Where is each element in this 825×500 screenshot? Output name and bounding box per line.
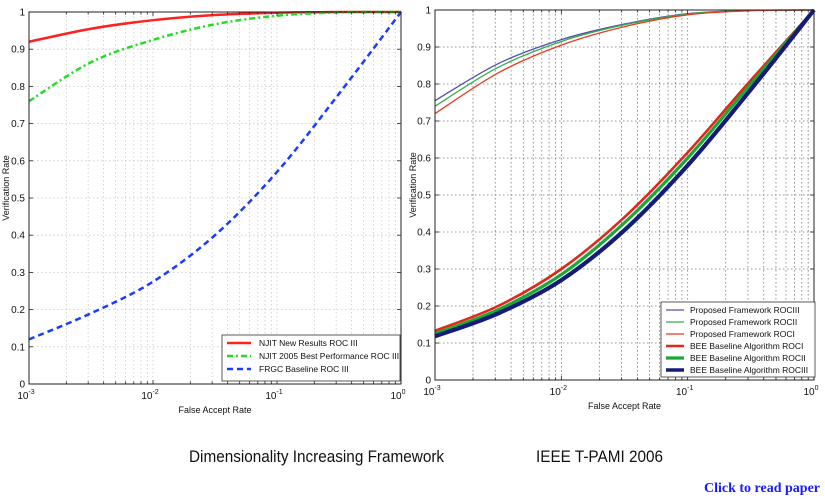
y-tick-label: 0 [425, 376, 431, 387]
series-line-6 [434, 8, 816, 339]
y-tick-label: 0.4 [11, 231, 25, 242]
legend-label-5: BEE Baseline Algorithm ROCII [690, 353, 806, 363]
x-tick-label: 10-1 [676, 385, 693, 398]
y-tick-label: 0.8 [11, 82, 25, 93]
y-tick-label: 0.4 [417, 228, 431, 239]
legend-label-2: NJIT 2005 Best Performance ROC III [259, 351, 399, 361]
y-tick-label: 0.7 [11, 119, 25, 130]
x-tick-base: 10 [265, 391, 277, 402]
y-axis-title: Verification Rate [1, 155, 11, 221]
x-tick-exponent: -3 [28, 389, 34, 396]
x-tick-exponent: -2 [152, 389, 158, 396]
legend-label-3: FRGC Baseline ROC III [259, 364, 349, 374]
x-tick-exponent: -1 [276, 389, 282, 396]
y-tick-label: 0.9 [11, 45, 25, 56]
plot-area [29, 12, 401, 384]
x-tick-label: 10-2 [550, 385, 567, 398]
x-tick-label: 100 [390, 389, 405, 402]
legend-box [660, 301, 816, 378]
legend-label-1: Proposed Framework ROCIII [690, 305, 800, 315]
y-tick-label: 0.3 [11, 268, 25, 279]
y-tick-label: 0 [19, 380, 25, 391]
legend: Proposed Framework ROCIII Proposed Framew… [660, 301, 816, 378]
y-axis-title: Verification Rate [408, 152, 418, 218]
x-tick-exponent: 0 [402, 389, 406, 396]
x-tick-label: 100 [803, 385, 818, 398]
legend-label-6: BEE Baseline Algorithm ROCIII [690, 365, 808, 375]
x-tick-base: 10 [676, 387, 688, 398]
series-line-3 [434, 9, 815, 115]
y-tick-label: 0.6 [11, 156, 25, 167]
y-tick-label: 0.2 [11, 305, 25, 316]
caption-right: IEEE T-PAMI 2006 [536, 447, 663, 466]
y-tick-label: 0.3 [417, 265, 431, 276]
x-tick-exponent: -1 [687, 385, 693, 392]
y-tick-label: 0.8 [417, 80, 431, 91]
legend-label-2: Proposed Framework ROCII [690, 317, 797, 327]
y-tick-label: 0.2 [417, 302, 431, 313]
y-tick-label: 0.7 [417, 117, 431, 128]
y-tick-label: 0.6 [417, 154, 431, 165]
x-axis-title: False Accept Rate [588, 401, 661, 411]
x-tick-label: 10-3 [17, 389, 34, 402]
x-tick-exponent: -2 [561, 385, 567, 392]
legend: NJIT New Results ROC III NJIT 2005 Best P… [221, 334, 401, 382]
read-paper-link[interactable]: Click to read paper [704, 481, 821, 496]
y-tick-label: 1 [19, 8, 25, 19]
caption-left: Dimensionality Increasing Framework [189, 447, 445, 466]
x-tick-base: 10 [17, 391, 29, 402]
series-line-4 [434, 9, 815, 333]
x-tick-label: 10-3 [423, 385, 440, 398]
legend-label-3: Proposed Framework ROCI [690, 329, 795, 339]
x-tick-base: 10 [141, 391, 153, 402]
x-tick-base: 10 [423, 387, 435, 398]
y-tick-label: 0.9 [417, 43, 431, 54]
y-tick-label: 0.5 [11, 194, 25, 205]
y-tick-label: 0.5 [417, 191, 431, 202]
series-line-5 [434, 8, 816, 336]
y-tick-label: 0.1 [417, 339, 431, 350]
series-line-3 [28, 11, 402, 341]
x-tick-exponent: 0 [815, 385, 819, 392]
x-tick-exponent: -3 [434, 385, 440, 392]
y-tick-label: 1 [425, 6, 431, 17]
y-tick-label: 0.1 [11, 342, 25, 353]
legend-label-1: NJIT New Results ROC III [259, 338, 358, 348]
x-tick-base: 10 [803, 387, 815, 398]
x-axis-title: False Accept Rate [178, 405, 251, 415]
x-tick-base: 10 [550, 387, 562, 398]
legend-label-4: BEE Baseline Algorithm ROCI [690, 341, 803, 351]
x-tick-base: 10 [390, 391, 402, 402]
x-tick-label: 10-2 [141, 389, 158, 402]
x-tick-label: 10-1 [265, 389, 282, 402]
legend-box [221, 334, 401, 382]
